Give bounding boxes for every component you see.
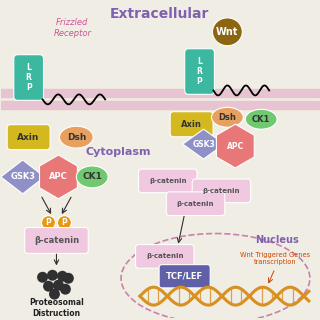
Text: L
R
P: L R P — [196, 57, 203, 86]
Text: Extracellular: Extracellular — [110, 7, 210, 21]
Text: Wnt: Wnt — [216, 27, 239, 37]
Text: TCF/LEF: TCF/LEF — [166, 272, 203, 281]
Text: Axin: Axin — [181, 120, 202, 129]
FancyBboxPatch shape — [14, 55, 44, 100]
Ellipse shape — [212, 107, 243, 127]
Ellipse shape — [76, 166, 108, 188]
Text: β-catenin: β-catenin — [203, 188, 240, 194]
Polygon shape — [1, 160, 44, 194]
Text: β-catenin: β-catenin — [146, 253, 184, 260]
Text: P: P — [46, 218, 52, 227]
Text: Proteosomal
Distruction: Proteosomal Distruction — [29, 298, 84, 318]
Circle shape — [43, 281, 54, 292]
Text: Dsh: Dsh — [219, 113, 236, 122]
Text: L
R
P: L R P — [26, 63, 32, 92]
Circle shape — [37, 272, 48, 283]
Text: Cytoplasm: Cytoplasm — [85, 147, 151, 157]
Text: P: P — [61, 218, 67, 227]
Text: GSK3: GSK3 — [192, 140, 215, 148]
Text: APC: APC — [227, 141, 244, 151]
Text: APC: APC — [49, 172, 68, 181]
FancyBboxPatch shape — [25, 228, 88, 253]
FancyBboxPatch shape — [166, 192, 225, 216]
FancyBboxPatch shape — [170, 112, 213, 137]
Ellipse shape — [60, 126, 93, 148]
Polygon shape — [216, 124, 254, 168]
Circle shape — [63, 273, 74, 284]
Ellipse shape — [58, 216, 71, 229]
FancyBboxPatch shape — [159, 265, 210, 288]
Polygon shape — [39, 155, 77, 199]
Text: GSK3: GSK3 — [10, 172, 35, 181]
Ellipse shape — [212, 18, 242, 46]
Text: β-catenin: β-catenin — [34, 236, 79, 245]
Ellipse shape — [42, 216, 55, 229]
Polygon shape — [183, 129, 224, 159]
Circle shape — [53, 280, 64, 291]
Text: Nucleus: Nucleus — [255, 236, 299, 245]
Circle shape — [57, 271, 68, 282]
Circle shape — [47, 270, 58, 281]
Text: CK1: CK1 — [82, 172, 102, 181]
Text: Axin: Axin — [18, 132, 40, 142]
Circle shape — [49, 289, 60, 300]
Text: Dsh: Dsh — [67, 132, 86, 142]
FancyBboxPatch shape — [192, 179, 251, 203]
Circle shape — [60, 284, 71, 295]
FancyBboxPatch shape — [136, 244, 194, 268]
FancyBboxPatch shape — [139, 169, 197, 193]
Text: β-catenin: β-catenin — [149, 178, 187, 184]
Text: Wnt Triggered Genes
transcription: Wnt Triggered Genes transcription — [240, 252, 310, 265]
FancyBboxPatch shape — [7, 124, 50, 150]
FancyBboxPatch shape — [185, 49, 214, 94]
Ellipse shape — [245, 109, 277, 129]
Text: CK1: CK1 — [252, 115, 270, 124]
Text: β-catenin: β-catenin — [177, 201, 214, 207]
Text: Frizzled
Receptor: Frizzled Receptor — [53, 18, 91, 37]
